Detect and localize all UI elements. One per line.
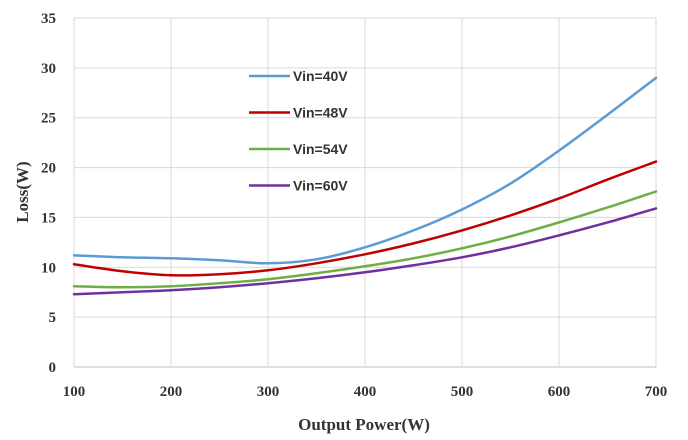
y-tick-label: 0: [49, 360, 57, 376]
grid: [74, 18, 656, 367]
x-tick-label: 600: [548, 384, 571, 400]
y-tick-label: 30: [41, 61, 56, 77]
y-axis-title: Loss(W): [13, 161, 32, 222]
legend-label-2: Vin=48V: [293, 105, 348, 121]
y-tick-label: 15: [41, 210, 56, 226]
y-tick-label: 10: [41, 260, 56, 276]
legend-label-4: Vin=60V: [293, 178, 348, 194]
y-tick-label: 5: [49, 310, 57, 326]
x-tick-label: 500: [451, 384, 474, 400]
x-tick-label: 300: [257, 384, 280, 400]
x-axis-title: Output Power(W): [298, 415, 430, 434]
x-tick-label: 200: [160, 384, 183, 400]
y-tick-label: 25: [41, 111, 56, 127]
legend-label-1: Vin=40V: [293, 68, 348, 84]
x-tick-label: 400: [354, 384, 377, 400]
x-tick-label: 700: [645, 384, 668, 400]
x-tick-label: 100: [63, 384, 86, 400]
y-tick-label: 20: [41, 161, 56, 177]
y-tick-label: 35: [41, 11, 56, 27]
y-tick-labels: 0 5 10 15 20 25 30 35: [41, 11, 56, 376]
x-tick-labels: 100 200 300 400 500 600 700: [63, 384, 668, 400]
legend-label-3: Vin=54V: [293, 141, 348, 157]
legend: Vin=40V Vin=48V Vin=54V Vin=60V: [249, 68, 348, 194]
